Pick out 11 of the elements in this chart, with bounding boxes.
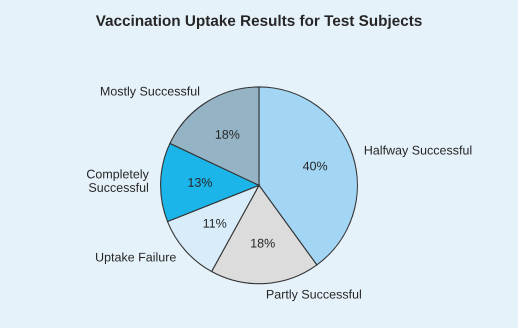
data-label: 18% xyxy=(251,238,275,248)
data-label: 18% xyxy=(216,130,240,139)
slice-label: Mostly Successful xyxy=(100,86,200,98)
data-label: 40% xyxy=(302,162,328,170)
slice-label: Uptake Failure xyxy=(96,252,176,264)
slice-label: Halfway Successful xyxy=(364,145,472,158)
data-label: 13% xyxy=(188,178,212,187)
slice-label: Completely Successful xyxy=(86,169,149,192)
data-label: 11% xyxy=(204,218,226,228)
chart-title: Vaccination Uptake Results for Test Subjects xyxy=(96,14,422,29)
slice-label: Partly Successful xyxy=(266,289,361,302)
